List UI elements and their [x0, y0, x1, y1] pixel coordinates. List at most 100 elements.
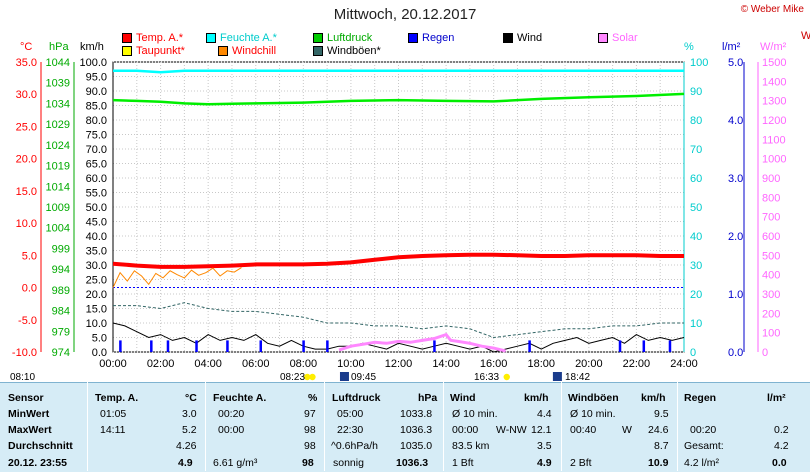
solar-tick-label: 600: [762, 231, 780, 243]
cell-temp-time: 01:05: [100, 408, 127, 420]
humidity-tick-label: 80: [690, 115, 702, 127]
solar-tick-label: 1400: [762, 76, 786, 88]
legend-pressure: Luftdruck: [313, 32, 372, 44]
legend-windchill-label: Windchill: [232, 45, 277, 57]
moonrise-label: 09:45: [351, 372, 377, 383]
wind-tick-label: 20.0: [86, 289, 107, 301]
chart-axes: 35.0 30.0 25.0 20.0 15.0 10.0 5.0 0.0 -5.0 -10.0 1…: [12, 57, 787, 370]
legend-gusts-label: Windböen*: [327, 45, 381, 57]
cell-gust-b: W: [622, 424, 632, 436]
legend-windchill: Windchill: [218, 45, 276, 57]
cell-hum-value: 98: [304, 440, 316, 452]
humidity-tick-label: 70: [690, 144, 702, 156]
table-divider: [443, 382, 444, 471]
humidity-tick-label: 90: [690, 86, 702, 98]
pressure-tick-label: 1039: [46, 78, 70, 90]
wind-tick-label: 75.0: [86, 130, 107, 142]
table-header-humidity-unit: %: [308, 392, 318, 404]
table-divider: [324, 382, 325, 471]
legend-pressure-swatch: [313, 33, 323, 43]
solar-tick-label: 100: [762, 328, 780, 340]
table-header-pressure: Luftdruck: [332, 392, 381, 404]
chart-grid: [112, 61, 685, 353]
cell-temp-value: 4.26: [176, 440, 197, 452]
cell-rain-a: 4.2 l/m²: [684, 457, 720, 469]
legend-solar-swatch: [598, 33, 608, 43]
wind-tick-label: 25.0: [86, 275, 107, 287]
unit-temp: °C: [20, 41, 33, 53]
legend-dewpoint-label: Taupunkt*: [136, 45, 185, 57]
cell-hum-value: 98: [302, 457, 314, 469]
sunset-label: 16:33: [474, 372, 500, 383]
copyright-label[interactable]: © Weber Mike: [740, 4, 804, 15]
cell-wind-a: 1 Bft: [452, 457, 474, 469]
series-windchill: [112, 267, 242, 288]
legend-solar-label: Solar: [612, 32, 638, 44]
legend-pressure-label: Luftdruck: [327, 32, 373, 44]
table-header-rain-unit: l/m²: [767, 392, 786, 404]
cell-rain-a: Gesamt:: [684, 440, 724, 452]
legend-gusts: Windböen*: [313, 45, 381, 57]
pressure-tick-label: 989: [52, 285, 70, 297]
solar-tick-label: 300: [762, 289, 780, 301]
wind-tick-label: 55.0: [86, 188, 107, 200]
sunset-icon: [503, 373, 510, 381]
table-divider: [87, 382, 88, 471]
temp-tick-label: -10.0: [12, 347, 37, 359]
wind-tick-label: 100.0: [79, 57, 107, 69]
sun-markers: [304, 372, 562, 381]
rain-tick-label: 4.0: [728, 115, 743, 127]
x-tick-label: 00:00: [99, 358, 127, 370]
cell-gust-a: 00:40: [570, 424, 597, 436]
cell-wind-value: 12.1: [531, 424, 552, 436]
cell-wind-value: 4.9: [537, 457, 552, 469]
rain-bar: [259, 340, 263, 352]
pressure-tick-label: 1044: [46, 57, 70, 69]
wind-tick-label: 95.0: [86, 72, 107, 84]
cell-pres-value: 1035.0: [400, 440, 433, 452]
legend-rain: Regen: [408, 32, 454, 44]
legend-solar: Solar: [598, 32, 638, 44]
cell-gust-value: 9.5: [654, 408, 669, 420]
moonrise-icon: [339, 372, 349, 381]
table-header-gust: Windböen: [568, 392, 619, 404]
cell-pres-time: 05:00: [337, 408, 364, 420]
rain-bar: [226, 340, 229, 352]
humidity-tick-label: 10: [690, 318, 702, 330]
legend-wind-label: Wind: [517, 32, 543, 44]
legend-dewpoint: Taupunkt*: [122, 45, 185, 57]
wind-tick-label: 80.0: [86, 115, 107, 127]
cell-pres-value: 1036.3: [400, 424, 433, 436]
x-tick-label: 20:00: [575, 358, 603, 370]
cell-pres-value: 1036.3: [396, 457, 429, 469]
sunrise-label: 08:10: [10, 372, 36, 383]
cell-temp-time: 14:11: [100, 424, 126, 436]
cell-hum-time: 00:00: [218, 424, 245, 436]
wind-tick-label: 65.0: [86, 159, 107, 171]
series-temp-a: [112, 252, 684, 269]
row-label: MinWert: [8, 408, 50, 420]
rain-bar: [195, 340, 198, 352]
row-label: Durchschnitt: [8, 440, 73, 452]
wind-tick-label: 10.0: [86, 318, 107, 330]
legend-humidity-swatch: [206, 33, 216, 43]
table-header-pressure-unit: hPa: [418, 392, 438, 404]
temp-tick-label: 20.0: [16, 154, 37, 166]
twilight-icon: [309, 373, 316, 381]
rain-bar: [528, 340, 531, 352]
legend-rain-label: Regen: [422, 32, 455, 44]
pressure-tick-label: 1019: [46, 161, 70, 173]
legend-humidity: Feuchte A.*: [206, 32, 277, 44]
cell-temp-value: 5.2: [182, 424, 197, 436]
legend-dewpoint-swatch: [122, 46, 132, 56]
solar-tick-label: 1300: [762, 96, 786, 108]
pressure-tick-label: 1029: [46, 119, 70, 131]
table-header-gust-unit: km/h: [641, 392, 666, 404]
humidity-tick-label: 100: [690, 57, 708, 69]
x-tick-label: 08:00: [290, 358, 318, 370]
unit-pressure: hPa: [49, 41, 69, 53]
chart-series: [112, 69, 685, 353]
solar-tick-label: 1500: [762, 57, 786, 69]
rain-bar: [326, 340, 329, 352]
solar-tick-label: 1100: [762, 134, 786, 146]
